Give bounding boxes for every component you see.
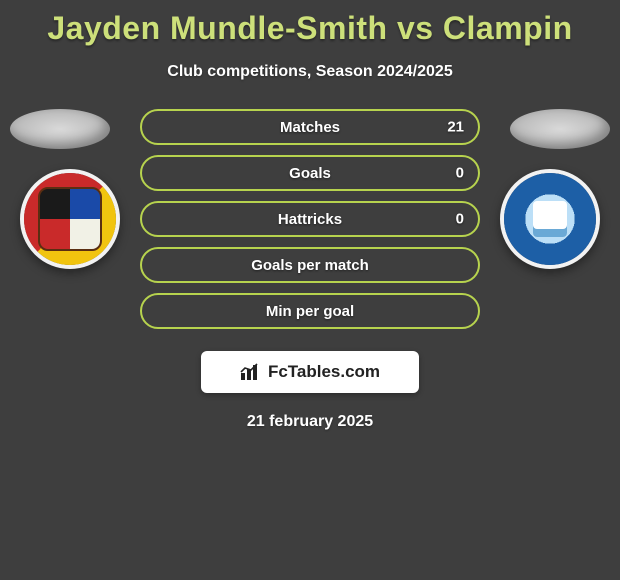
club-crest-icon [504,173,596,265]
player-left-silhouette [10,109,110,149]
player-right-club-badge [500,169,600,269]
bar-chart-icon [240,363,262,381]
stat-value-right: 21 [447,119,464,136]
branding-badge: FcTables.com [201,351,419,393]
stat-value-right: 0 [456,165,464,182]
stat-row: Goals 0 [140,155,480,191]
player-right-silhouette [510,109,610,149]
page-subtitle: Club competitions, Season 2024/2025 [0,63,620,81]
stat-label: Hattricks [278,211,342,228]
stat-row: Goals per match [140,247,480,283]
club-crest-icon [24,173,116,265]
comparison-area: Matches 21 Goals 0 Hattricks 0 Goals per… [0,109,620,349]
stat-label: Goals [289,165,331,182]
player-left-club-badge [20,169,120,269]
branding-text: FcTables.com [268,362,380,382]
stat-label: Goals per match [251,257,369,274]
stat-row: Hattricks 0 [140,201,480,237]
stat-row: Matches 21 [140,109,480,145]
stat-value-right: 0 [456,211,464,228]
stat-label: Min per goal [266,303,354,320]
page-title: Jayden Mundle-Smith vs Clampin [0,0,620,47]
stat-row: Min per goal [140,293,480,329]
stats-bars: Matches 21 Goals 0 Hattricks 0 Goals per… [140,109,480,339]
stat-label: Matches [280,119,340,136]
generated-date: 21 february 2025 [0,413,620,431]
